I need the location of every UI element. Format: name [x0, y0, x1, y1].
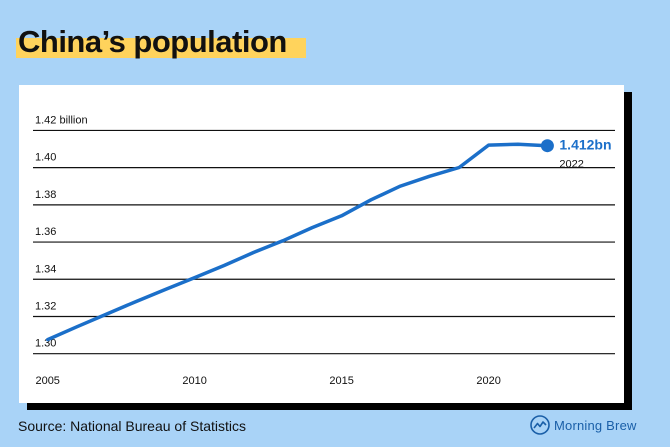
endpoint-value-label: 1.412bn [559, 137, 611, 153]
y-tick-label: 1.30 [35, 338, 56, 350]
title-block: China’s population [16, 24, 306, 60]
endpoint-marker [540, 139, 554, 153]
line-chart: 1.42 billion 1.40 1.38 1.36 1.34 1.32 1.30 2005… [33, 114, 615, 387]
y-tick-label: 1.36 [35, 226, 56, 238]
x-tick-label: 2020 [476, 375, 500, 387]
population-line [45, 142, 550, 342]
y-tick-label: 1.38 [35, 189, 56, 201]
endpoint-year-label: 2022 [559, 159, 583, 171]
x-tick-label: 2015 [329, 375, 353, 387]
morning-brew-logo-icon [530, 415, 550, 435]
chart-card: 1.42 billion 1.40 1.38 1.36 1.34 1.32 1.30 2005… [19, 85, 624, 403]
x-tick-label: 2010 [182, 375, 206, 387]
y-tick-label: 1.40 [35, 152, 56, 164]
y-tick-label: 1.32 [35, 300, 56, 312]
y-tick-label: 1.42 billion [35, 114, 88, 126]
y-tick-label: 1.34 [35, 263, 56, 275]
x-tick-label: 2005 [35, 375, 59, 387]
brand: Morning Brew [530, 414, 637, 436]
title-highlight [16, 38, 306, 58]
source-note: Source: National Bureau of Statistics [18, 418, 247, 434]
page-title: China’s population [18, 24, 287, 59]
brand-name: Morning Brew [554, 417, 637, 433]
